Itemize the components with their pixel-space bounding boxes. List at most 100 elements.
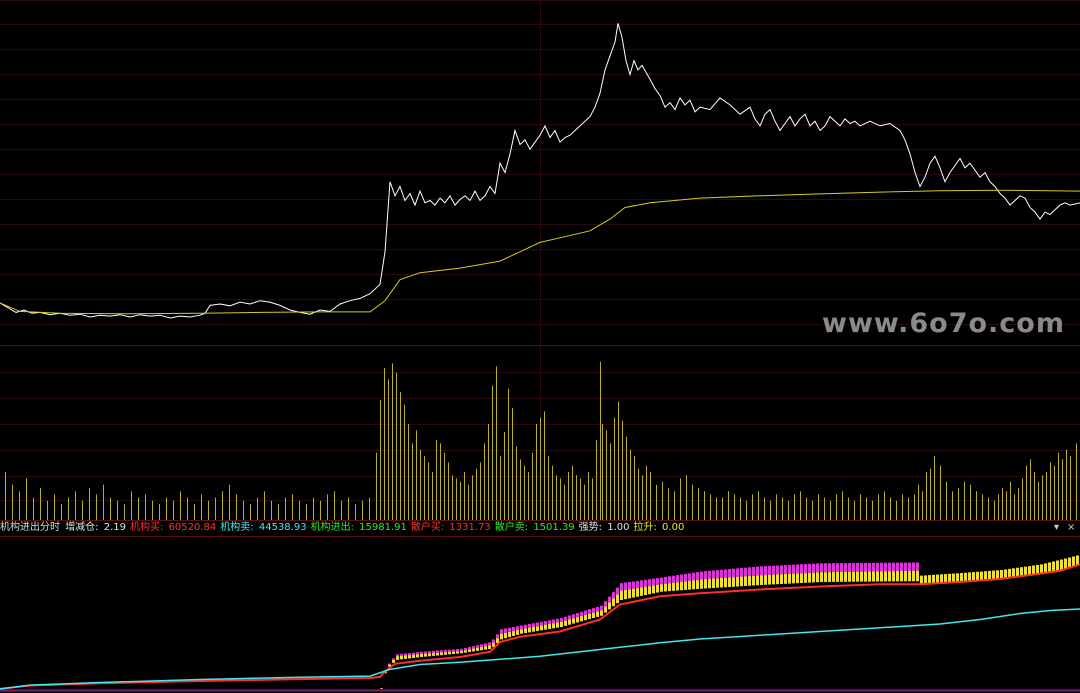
indicator-bar-bottom xyxy=(692,580,695,590)
indicator-bar-top xyxy=(904,562,907,571)
indicator-bar-bottom xyxy=(628,589,631,599)
indicator-bar-top xyxy=(652,578,655,586)
indicator-series-line-1 xyxy=(0,608,1080,690)
indicator-bar-bottom xyxy=(888,571,891,582)
indicator-bar-top xyxy=(1052,561,1055,572)
indicator-bar-bottom xyxy=(432,653,435,656)
indicator-bar-top xyxy=(1036,564,1039,574)
indicator-bar-top xyxy=(928,575,931,584)
indicator-bar-top xyxy=(916,562,919,571)
indicator-bar-bottom xyxy=(420,654,423,657)
legend-item: 机构卖: 44538.93 xyxy=(220,522,308,533)
indicator-bar-bottom xyxy=(860,571,863,582)
indicator-bar-bottom xyxy=(524,628,527,634)
indicator-bar-top xyxy=(640,580,643,588)
indicator-bar-top xyxy=(668,576,671,584)
indicator-bar-bottom xyxy=(452,651,455,654)
indicator-bar-bottom xyxy=(608,602,611,610)
legend-item-label: 拉升: xyxy=(633,522,657,533)
indicator-bar-bottom xyxy=(684,581,687,590)
indicator-bar-top xyxy=(1044,563,1047,573)
indicator-legend-items: 增减仓: 2.19 机构买: 60520.84 机构卖: 44538.93 机构进出:… xyxy=(65,522,688,533)
indicator-bar-bottom xyxy=(732,577,735,587)
indicator-bar-bottom xyxy=(492,642,495,647)
indicator-bar-bottom xyxy=(496,638,499,644)
indicator-bar-bottom xyxy=(500,633,503,640)
indicator-bar-bottom xyxy=(616,594,619,604)
indicator-bar-bottom xyxy=(504,632,507,639)
indicator-bar-top xyxy=(380,688,383,689)
legend-item-label: 机构进出: xyxy=(310,522,354,533)
indicator-bar-bottom xyxy=(800,573,803,583)
legend-item-label: 增减仓: xyxy=(65,522,99,533)
indicator-bar-bottom xyxy=(896,571,899,582)
indicator-bar-top xyxy=(520,625,523,630)
indicator-bar-bottom xyxy=(660,584,663,592)
indicator-bar-top xyxy=(940,574,943,583)
indicator-bar-bottom xyxy=(600,610,603,616)
indicator-bar-bottom xyxy=(752,575,755,586)
indicator-bar-bottom xyxy=(876,571,879,582)
indicator-bar-bottom xyxy=(576,617,579,623)
chevron-down-icon[interactable]: ▾ xyxy=(1054,522,1060,533)
indicator-bar-bottom xyxy=(816,572,819,583)
indicator-bar-top xyxy=(632,581,635,589)
indicator-bar-bottom xyxy=(480,647,483,651)
indicator-bar-top xyxy=(524,624,527,629)
indicator-bar-top xyxy=(900,562,903,571)
indicator-bar-bottom xyxy=(484,646,487,650)
indicator-bar-top xyxy=(880,562,883,572)
indicator-bar-bottom xyxy=(912,570,915,582)
indicator-bar-bottom xyxy=(384,672,387,674)
indicator-bar-bottom xyxy=(588,613,591,620)
indicator-bar-top xyxy=(608,596,611,603)
indicator-bar-bottom xyxy=(776,574,779,585)
indicator-bar-top xyxy=(496,634,499,639)
indicator-bar-bottom xyxy=(560,621,563,627)
indicator-bar-top xyxy=(1016,567,1019,577)
legend-item-label: 机构买: xyxy=(130,522,164,533)
indicator-bar-top xyxy=(1024,566,1027,576)
indicator-bar-top xyxy=(1000,570,1003,579)
volume-panel xyxy=(5,361,1077,520)
indicator-bar-top xyxy=(748,567,751,577)
indicator-bar-top xyxy=(688,573,691,581)
indicator-bar-bottom xyxy=(448,651,451,655)
price-panel xyxy=(0,23,1080,319)
indicator-bar-bottom xyxy=(604,606,607,613)
indicator-bar-top xyxy=(452,649,455,652)
indicator-bar-bottom xyxy=(664,583,667,592)
indicator-bar-top xyxy=(852,563,855,572)
indicator-bar-top xyxy=(516,626,519,631)
indicator-bar-top xyxy=(448,649,451,652)
legend-item: 机构进出: 15981.91 xyxy=(311,522,409,533)
indicator-bar-bottom xyxy=(612,598,615,607)
indicator-bar-top xyxy=(456,649,459,652)
indicator-bar-bottom xyxy=(408,655,411,659)
indicator-bar-bottom xyxy=(564,620,567,626)
indicator-bar-top xyxy=(460,648,463,651)
indicator-bar-top xyxy=(848,563,851,572)
indicator-bar-top xyxy=(696,572,699,580)
indicator-bar-top xyxy=(692,572,695,581)
indicator-bar-top xyxy=(512,627,515,632)
legend-item: 增减仓: 2.19 xyxy=(65,522,128,533)
indicator-bar-top xyxy=(400,653,403,656)
indicator-bar-top xyxy=(396,654,399,657)
indicator-bar-bottom xyxy=(708,578,711,589)
indicator-bar-top xyxy=(488,642,491,646)
indicator-bar-top xyxy=(1020,567,1023,576)
indicator-bar-bottom xyxy=(840,571,843,582)
indicator-bar-top xyxy=(836,563,839,572)
indicator-bar-top xyxy=(576,613,579,618)
indicator-bar-top xyxy=(504,628,507,633)
indicator-bar-top xyxy=(700,571,703,580)
indicator-bar-top xyxy=(972,572,975,581)
indicator-bar-top xyxy=(424,651,427,654)
indicator-bar-top xyxy=(1048,562,1051,572)
indicator-bar-top xyxy=(612,592,615,599)
close-icon[interactable]: × xyxy=(1067,522,1076,533)
indicator-bar-bottom xyxy=(396,656,399,660)
indicator-bar-bottom xyxy=(844,571,847,582)
indicator-bar-top xyxy=(556,618,559,623)
